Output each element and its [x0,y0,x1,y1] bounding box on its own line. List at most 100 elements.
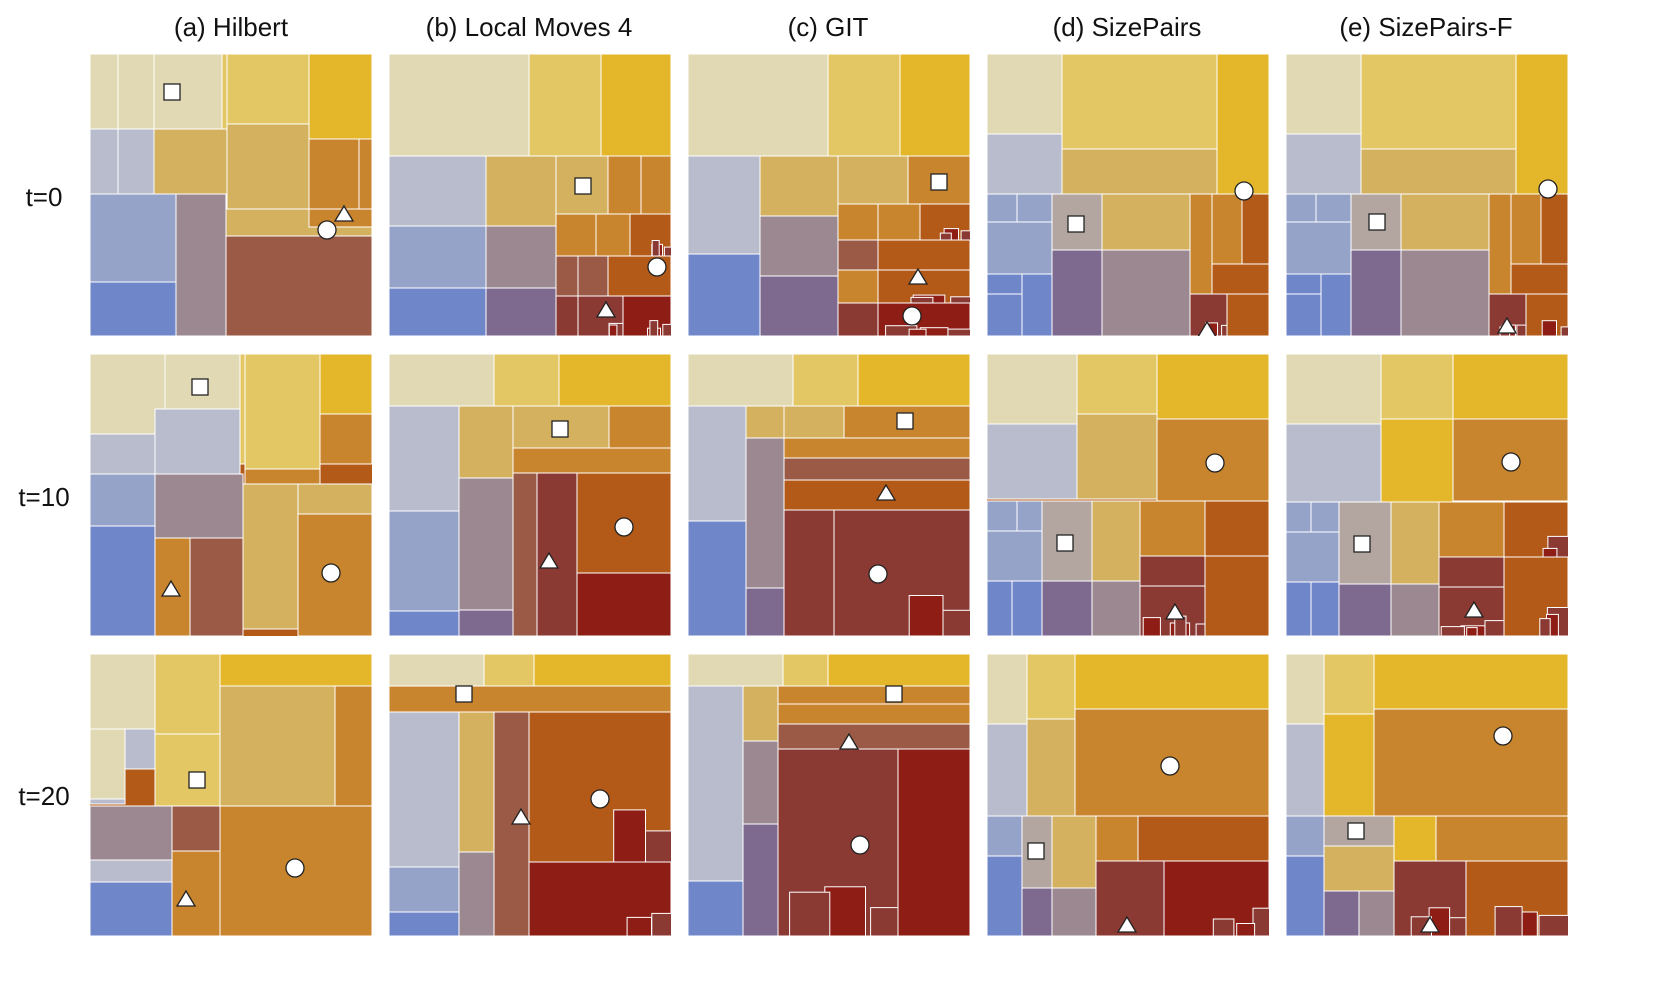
treemap-cell [1390,501,1440,585]
treemap-cell [783,479,970,511]
treemap-cell [389,510,460,612]
treemap-cell [389,610,460,636]
treemap-cell [877,203,921,241]
treemap-panel [90,354,372,636]
treemap-svg [987,54,1269,336]
treemap-subcell [950,296,970,304]
treemap-cell [1360,148,1517,195]
treemap-subcell [870,907,902,936]
square-marker [1368,213,1386,231]
treemap-cell [987,54,1063,135]
square-marker [191,378,209,396]
triangle-marker [1419,915,1441,933]
triangle-marker [538,551,560,569]
treemap-cell [389,54,530,157]
treemap-cell [688,354,794,407]
treemap-cell [154,408,241,475]
treemap-cell [308,138,360,210]
treemap-cell [319,413,372,465]
treemap-cell [792,354,859,407]
treemap-cell [1323,713,1375,817]
treemap-cell [555,213,597,257]
treemap-cell [1286,273,1322,295]
treemap-subcell [663,246,671,257]
circle-marker [902,306,922,326]
treemap-cell [742,823,779,936]
treemap-cell [1510,263,1568,295]
treemap-cell [308,54,372,140]
treemap-cell [987,815,1023,857]
column-title-hilbert: (a) Hilbert [173,12,289,42]
treemap-subcell [1252,907,1269,936]
treemap-cell [777,703,970,725]
treemap-cell [389,866,460,913]
treemap-subcell [1560,326,1568,336]
treemap-cell [595,213,631,257]
treemap-cell [987,221,1053,275]
treemap-cell [239,354,246,465]
treemap-cell [512,447,671,474]
triangle-marker [875,483,897,501]
triangle-marker [1164,602,1186,620]
treemap-cell [485,287,557,336]
square-marker [896,412,914,430]
circle-marker [1501,452,1521,472]
treemap-cell [154,473,244,539]
treemap-cell [1286,221,1352,275]
treemap-cell [1286,354,1382,425]
treemap-panel [688,654,970,936]
treemap-cell [485,155,557,227]
circle-marker [1160,756,1180,776]
treemap-cell [319,354,372,415]
treemap-cell [1438,501,1505,558]
treemap-cell [1286,293,1322,336]
treemap-cell [90,654,156,730]
treemap-cell [783,437,970,459]
treemap-cell [1373,708,1568,817]
treemap-subcell [960,230,970,241]
treemap-subcell [908,595,944,636]
treemap-panel [90,654,372,936]
treemap-subcell [649,320,659,336]
treemap-cell [90,354,166,435]
treemap-cell [987,654,1028,725]
treemap-cell [389,354,495,407]
treemap-cell [1211,263,1269,295]
treemap-cell [1051,887,1097,936]
treemap-cell [1452,354,1568,420]
treemap-cell [1139,555,1206,587]
treemap-cell [334,685,372,807]
treemap-panel [389,54,671,336]
treemap-panel [389,654,671,936]
treemap-cell [389,155,487,227]
treemap-cell [1016,193,1053,223]
treemap-cell [745,437,785,589]
treemap-subcell [789,891,831,936]
treemap-cell [857,354,970,407]
treemap-cell [90,473,156,527]
treemap-cell [1390,583,1440,636]
row-label-t0: t=0 [25,182,63,212]
treemap-cell [1286,531,1340,583]
treemap-cell [358,138,372,210]
treemap-cell [90,805,173,861]
circle-marker [850,835,870,855]
treemap-cell [558,354,671,407]
triangle-marker [160,579,182,597]
treemap-cell [987,193,1018,223]
treemap-cell [555,255,579,297]
treemap-cell [221,54,228,130]
treemap-cell [827,54,901,157]
treemap-cell [1438,556,1505,588]
circle-marker [614,517,634,537]
row-label-t20: t=20 [18,781,70,811]
triangle-marker [838,732,860,750]
treemap-cell [1380,418,1454,503]
row-label-t10: t=10 [18,482,70,512]
treemap-subcell [947,328,970,336]
triangle-marker [1463,600,1485,618]
triangle-marker [907,267,929,285]
treemap-cell [533,654,671,687]
treemap-cell [225,235,372,336]
square-marker [1056,534,1074,552]
